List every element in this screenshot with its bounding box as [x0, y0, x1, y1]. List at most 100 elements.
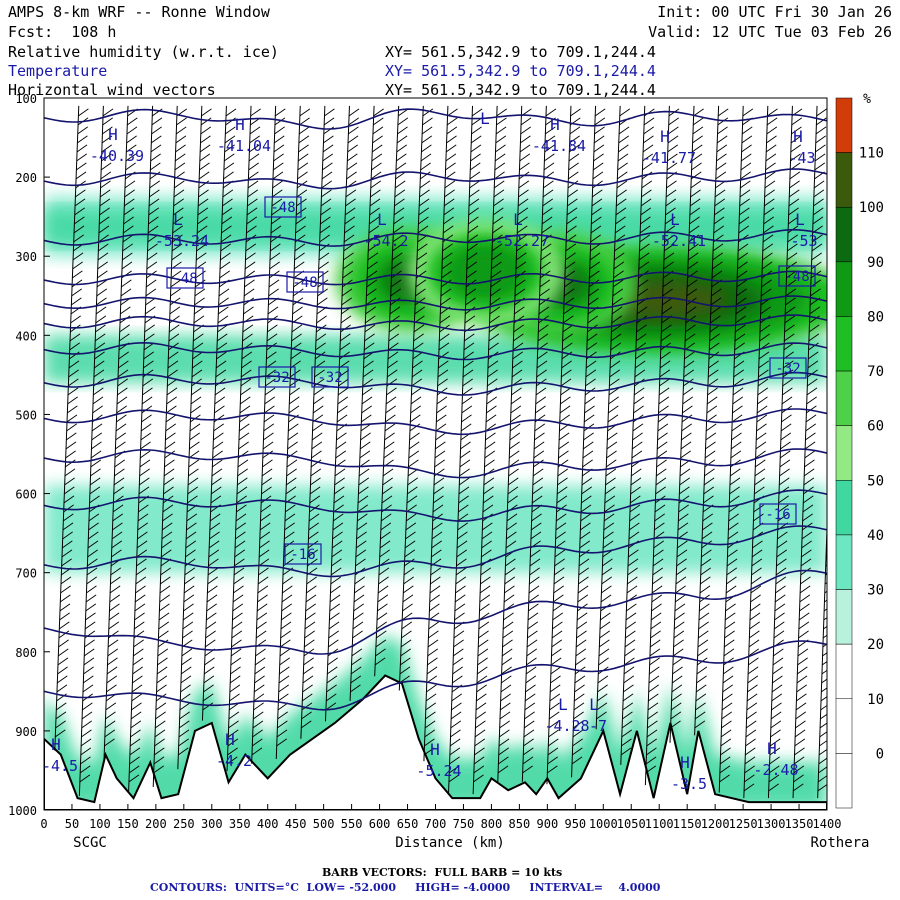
barb-flag [474, 747, 485, 756]
barb-flag [665, 198, 677, 207]
barb-flag [163, 486, 174, 495]
barb-flag [361, 414, 372, 423]
barb-flag [534, 432, 545, 441]
wind-barb [324, 105, 360, 722]
barb-flag [404, 549, 416, 558]
barb-flag [736, 288, 747, 297]
barb-flag [628, 531, 640, 540]
barb-flag [794, 738, 806, 747]
barb-flag [408, 441, 420, 450]
barb-flag [801, 531, 813, 540]
barb-staff [644, 105, 670, 786]
field-xy-temperature: XY= 561.5,342.9 to 709.1,244.4 [385, 62, 656, 80]
barb-flag [189, 441, 200, 450]
barb-flag [264, 396, 276, 405]
barb-flag [790, 144, 802, 153]
barb-flag [466, 261, 478, 270]
barb-flag [263, 414, 275, 423]
barb-flag [360, 432, 371, 441]
barb-flag [452, 666, 463, 675]
barb-flag [777, 531, 788, 540]
barb-flag [398, 108, 409, 117]
low-marker: L [480, 109, 490, 128]
barb-flag [730, 441, 742, 450]
barb-flag [147, 243, 158, 252]
barb-flag [262, 441, 274, 450]
barb-flag [722, 693, 733, 702]
x-tick-label: 250 [173, 817, 195, 831]
barb-flag [704, 459, 716, 468]
barb-flag [348, 126, 359, 135]
barb-flag [700, 558, 712, 567]
barb-flag [150, 153, 161, 162]
barb-flag [416, 252, 428, 261]
barb-flag [495, 135, 507, 144]
barb-flag [754, 477, 765, 486]
barb-flag [323, 135, 334, 144]
barb-flag [272, 189, 283, 198]
barb-flag [698, 621, 709, 630]
barb-flag [688, 234, 700, 243]
barb-flag [185, 531, 197, 540]
barb-flag [540, 243, 552, 252]
barb-flag [558, 450, 569, 459]
colorbar-label: 80 [867, 309, 884, 325]
contour-label-box: -32 [769, 357, 807, 379]
barb-flag [700, 567, 711, 576]
barb-flag [752, 540, 763, 549]
barb-flag [402, 603, 413, 612]
y-tick-label: 500 [15, 408, 37, 422]
barb-flag [293, 279, 304, 288]
barb-flag [271, 207, 282, 216]
barb-flag [553, 576, 565, 585]
barb-flag [119, 333, 130, 342]
barb-flag [656, 450, 668, 459]
barb-flag [438, 351, 449, 360]
barb-flag [138, 504, 149, 513]
barb-flag [432, 522, 443, 531]
barb-flag [240, 378, 252, 387]
barb-flag [796, 693, 807, 702]
barb-flag [205, 630, 216, 639]
barb-flag [141, 396, 153, 405]
barb-flag [334, 468, 346, 477]
barb-flag [458, 504, 469, 513]
barb-flag [726, 576, 737, 585]
barb-flag [632, 423, 644, 432]
barb-flag [149, 171, 161, 180]
barb-flag [93, 387, 104, 396]
barb-flag [353, 594, 365, 603]
barb-flag [235, 531, 246, 540]
barb-flag [325, 702, 337, 711]
barb-flag [530, 531, 542, 540]
barb-staff [718, 105, 744, 793]
barb-flag [504, 585, 515, 594]
barb-flag [88, 531, 99, 540]
barb-flag [593, 135, 605, 144]
barb-flag [64, 477, 75, 486]
barb-flag [640, 216, 651, 225]
barb-flag [457, 513, 469, 522]
barb-flag [733, 378, 744, 387]
high-marker: H-41.84 [532, 115, 586, 155]
barb-flag [396, 135, 408, 144]
barb-flag [94, 360, 105, 369]
wind-barb [472, 105, 508, 795]
barb-flag [120, 288, 132, 297]
barb-flag [395, 162, 407, 171]
colorbar-label: 20 [867, 637, 884, 653]
barb-flag [279, 657, 290, 666]
barb-flag [593, 162, 604, 171]
barb-flag [665, 207, 676, 216]
barb-flag [278, 693, 289, 702]
barb-flag [694, 711, 706, 720]
barb-flag [448, 774, 460, 783]
barb-flag [568, 153, 580, 162]
barb-flag [586, 342, 598, 351]
barb-flag [779, 450, 791, 459]
barb-flag [769, 756, 780, 765]
contour-label-text: -32 [264, 370, 289, 386]
x-tick-label: 0 [40, 817, 47, 831]
barb-flag [99, 198, 111, 207]
wind-barb [128, 105, 163, 792]
